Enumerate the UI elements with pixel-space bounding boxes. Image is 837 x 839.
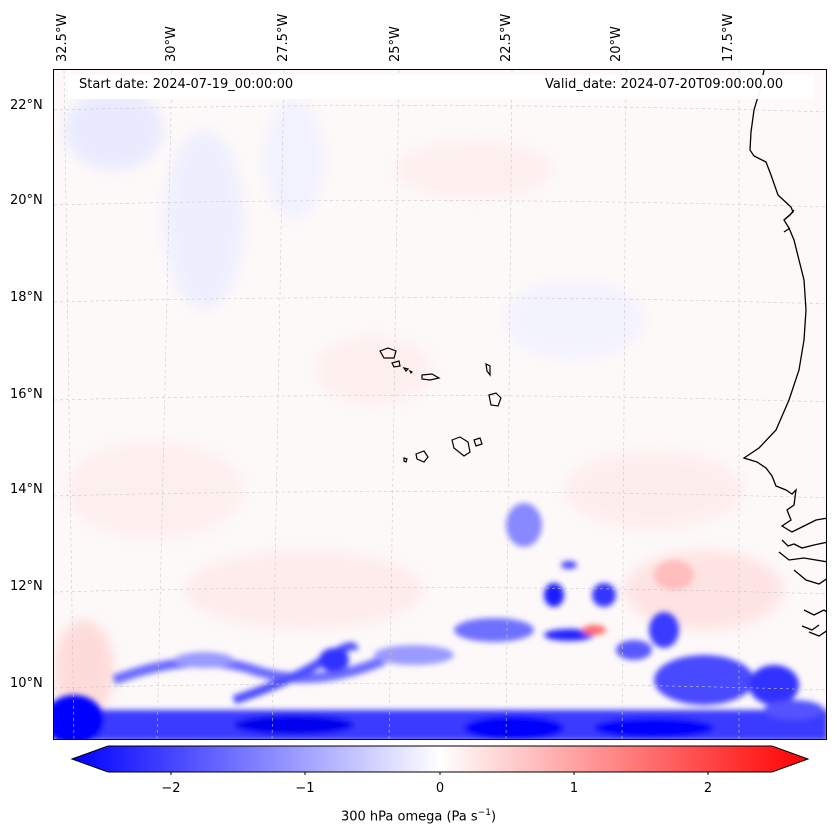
lat-label-12n: 12°N — [10, 579, 43, 594]
cape-verde-islands — [379, 347, 502, 463]
lat-label-18n: 18°N — [10, 290, 43, 305]
west-africa-coastline — [742, 70, 826, 637]
lon-label-27.5w: 27.5°W — [276, 13, 291, 62]
lon-label-30w: 30°W — [164, 26, 179, 62]
lon-label-32.5w: 32.5°W — [55, 13, 70, 62]
lat-label-22n: 22°N — [10, 98, 43, 113]
valid-date-label: Valid_date: 2024-07-20T09:00:00.00 — [545, 77, 784, 92]
map-panel — [53, 69, 827, 740]
omega-field-map — [54, 70, 826, 739]
header-strip — [68, 75, 814, 99]
colorbar-gradient — [70, 745, 810, 773]
colorbar-tick-0: 0 — [435, 781, 445, 796]
colorbar — [70, 745, 810, 775]
lat-label-20n: 20°N — [10, 193, 43, 208]
omega-convection-band — [54, 503, 826, 739]
colorbar-tick-2: 2 — [703, 781, 713, 796]
lat-label-14n: 14°N — [10, 482, 43, 497]
omega-background-pattern — [54, 90, 784, 720]
lon-label-17.5w: 17.5°W — [721, 13, 736, 62]
colorbar-title: 300 hPa omega (Pa s−1) — [340, 808, 497, 825]
lon-label-20w: 20°W — [609, 26, 624, 62]
graticule — [54, 70, 826, 739]
lat-label-10n: 10°N — [10, 676, 43, 691]
colorbar-tick-neg2: −2 — [161, 781, 181, 796]
colorbar-tick-1: 1 — [569, 781, 579, 796]
colorbar-tick-neg1: −1 — [295, 781, 315, 796]
lon-label-25w: 25°W — [388, 26, 403, 62]
lat-label-16n: 16°N — [10, 387, 43, 402]
lon-label-22.5w: 22.5°W — [499, 13, 514, 62]
colorbar-ticks — [170, 772, 709, 775]
start-date-label: Start date: 2024-07-19_00:00:00 — [79, 77, 294, 92]
